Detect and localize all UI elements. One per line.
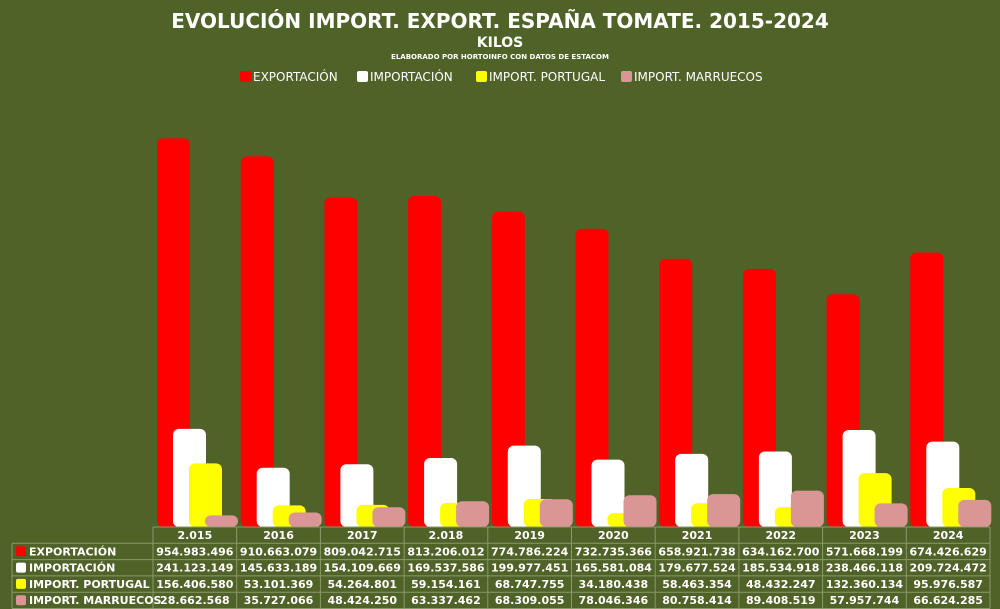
category-label-2016: 2016: [263, 529, 294, 542]
data-label-import-portugal-2019: 68.747.755: [495, 578, 565, 591]
table-series-label-import-marruecos: IMPORT. MARRUECOS: [29, 594, 162, 607]
category-label-2019: 2019: [514, 529, 545, 542]
data-label-exportacion-2-018: 813.206.012: [407, 545, 484, 558]
table-swatch-import-marruecos: [16, 595, 26, 606]
data-label-exportacion-2016: 910.663.079: [240, 545, 317, 558]
category-label-2022: 2022: [765, 529, 796, 542]
data-label-exportacion-2022: 634.162.700: [742, 545, 820, 558]
bar-import-portugal-2-015: [189, 463, 222, 527]
bar-import-marruecos-2021: [707, 494, 741, 527]
legend-label-import-marruecos: IMPORT. MARRUECOS: [634, 70, 763, 84]
bar-import-marruecos-2016: [288, 512, 322, 527]
data-label-import-portugal-2020: 34.180.438: [579, 578, 649, 591]
data-label-exportacion-2017: 809.042.715: [324, 545, 401, 558]
data-label-importacion-2020: 165.581.084: [575, 562, 653, 575]
table-swatch-exportacion: [16, 546, 26, 557]
bar-importacion-2020: [591, 459, 625, 527]
data-label-import-portugal-2-015: 156.406.580: [156, 578, 234, 591]
table-series-label-importacion: IMPORTACIÓN: [29, 562, 115, 575]
legend-swatch-exportacion: [240, 71, 251, 82]
table-swatch-import-portugal: [16, 578, 26, 589]
bar-import-marruecos-2-018: [456, 501, 490, 527]
data-label-importacion-2016: 145.633.189: [240, 562, 317, 575]
table-series-label-import-portugal: IMPORT. PORTUGAL: [29, 578, 150, 591]
chart-title: EVOLUCIÓN IMPORT. EXPORT. ESPAÑA TOMATE.…: [171, 9, 828, 33]
bar-import-marruecos-2019: [539, 499, 573, 527]
data-label-import-portugal-2021: 58.463.354: [662, 578, 732, 591]
legend-swatch-importacion: [357, 71, 368, 82]
category-label-2023: 2023: [849, 529, 880, 542]
legend: EXPORTACIÓN IMPORTACIÓN IMPORT. PORTUGAL IM…: [240, 69, 763, 84]
data-label-import-marruecos-2019: 68.309.055: [495, 594, 565, 607]
data-label-import-portugal-2023: 132.360.134: [826, 578, 904, 591]
table-series-label-exportacion: EXPORTACIÓN: [29, 545, 116, 558]
bar-import-marruecos-2023: [874, 503, 908, 527]
legend-label-importacion: IMPORTACIÓN: [370, 69, 453, 84]
table-swatch-importacion: [16, 562, 26, 573]
data-label-importacion-2023: 238.466.118: [826, 562, 903, 575]
data-label-importacion-2024: 209.724.472: [910, 562, 987, 575]
category-label-2-015: 2.015: [177, 529, 212, 542]
data-label-import-portugal-2022: 48.432.247: [746, 578, 816, 591]
data-label-import-marruecos-2016: 35.727.066: [244, 594, 314, 607]
data-label-import-portugal-2024: 95.976.587: [913, 578, 983, 591]
legend-label-import-portugal: IMPORT. PORTUGAL: [489, 70, 605, 84]
data-table: 2.015 2016 2017 2.018 2019 2020 2021 2022 2023 20…: [11, 526, 991, 609]
data-label-exportacion-2-015: 954.983.496: [156, 545, 234, 558]
bar-import-marruecos-2-015: [205, 515, 238, 527]
data-label-import-portugal-2-018: 59.154.161: [411, 578, 481, 591]
category-label-2020: 2020: [598, 529, 629, 542]
data-label-import-marruecos-2023: 57.957.744: [830, 594, 900, 607]
data-label-importacion-2-015: 241.123.149: [156, 562, 233, 575]
bar-exportacion-2017: [324, 197, 358, 528]
bars: [157, 138, 992, 528]
data-label-importacion-2017: 154.109.669: [324, 562, 401, 575]
data-label-importacion-2-018: 169.537.586: [407, 562, 485, 575]
bar-exportacion-2020: [575, 228, 609, 527]
data-label-importacion-2021: 179.677.524: [658, 562, 736, 575]
data-label-importacion-2019: 199.977.451: [491, 562, 568, 575]
data-label-import-marruecos-2-015: 28.662.568: [160, 594, 230, 607]
legend-swatch-import-marruecos: [621, 71, 632, 82]
category-label-2024: 2024: [933, 529, 964, 542]
bar-import-marruecos-2017: [372, 507, 406, 527]
category-label-2021: 2021: [682, 529, 713, 542]
bar-import-marruecos-2024: [958, 499, 992, 527]
data-label-exportacion-2024: 674.426.629: [910, 545, 987, 558]
legend-swatch-import-portugal: [476, 71, 487, 82]
data-label-import-marruecos-2020: 78.046.346: [579, 594, 649, 607]
data-label-import-marruecos-2017: 48.424.250: [327, 594, 397, 607]
data-label-exportacion-2023: 571.668.199: [826, 545, 903, 558]
data-label-exportacion-2020: 732.735.366: [575, 545, 653, 558]
bar-exportacion-2-018: [408, 196, 442, 527]
data-label-importacion-2022: 185.534.918: [742, 562, 819, 575]
bar-exportacion-2016: [240, 156, 274, 528]
data-label-exportacion-2021: 658.921.738: [658, 545, 735, 558]
data-label-import-marruecos-2-018: 63.337.462: [411, 594, 481, 607]
bar-import-marruecos-2020: [623, 495, 657, 527]
data-label-import-marruecos-2022: 89.408.519: [746, 594, 816, 607]
data-label-import-marruecos-2021: 80.758.414: [662, 594, 732, 607]
data-label-exportacion-2019: 774.786.224: [491, 545, 569, 558]
legend-label-exportacion: EXPORTACIÓN: [253, 69, 338, 84]
category-label-2-018: 2.018: [429, 529, 464, 542]
data-label-import-portugal-2016: 53.101.369: [244, 578, 314, 591]
bar-import-marruecos-2022: [790, 490, 824, 527]
chart-source: ELABORADO POR HORTOINFO CON DATOS DE EST…: [391, 53, 609, 61]
data-label-import-marruecos-2024: 66.624.285: [913, 594, 983, 607]
category-label-2017: 2017: [347, 529, 378, 542]
data-label-import-portugal-2017: 54.264.801: [327, 578, 397, 591]
chart-subtitle: KILOS: [477, 35, 523, 51]
